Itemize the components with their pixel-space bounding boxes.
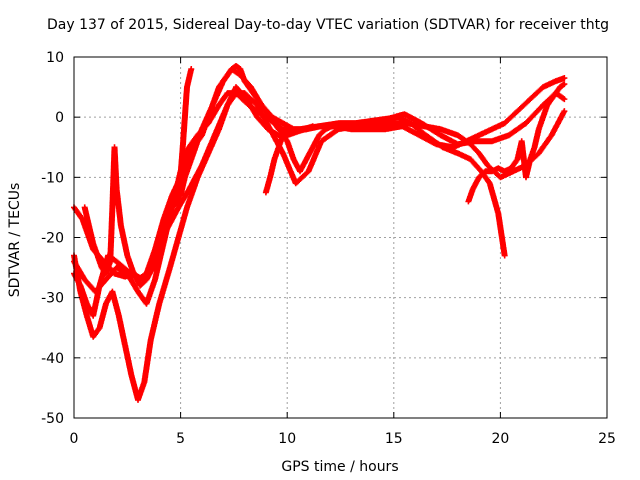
series-markers — [465, 81, 568, 205]
y-tick-label: 10 — [46, 50, 64, 66]
y-tick-label: -10 — [41, 170, 64, 186]
x-tick-label: 25 — [598, 431, 616, 447]
chart-title: Day 137 of 2015, Sidereal Day-to-day VTE… — [47, 17, 609, 33]
series-markers — [177, 63, 316, 199]
data-series-layer — [71, 63, 568, 403]
y-tick-label: -30 — [41, 291, 64, 307]
series-markers — [262, 123, 335, 196]
x-tick-label: 15 — [385, 431, 403, 447]
x-axis-label: GPS time / hours — [281, 459, 398, 475]
y-tick-label: -20 — [41, 231, 64, 247]
data-series-7 — [262, 123, 335, 196]
x-axis-ticks: 0 5 10 15 20 25 — [70, 57, 616, 447]
y-axis-label: SDTVAR / TECUs — [7, 183, 23, 298]
y-axis-ticks: -50 -40 -30 -20 -10 0 10 — [41, 50, 607, 427]
y-tick-label: -40 — [41, 351, 64, 367]
x-tick-label: 20 — [491, 431, 509, 447]
y-tick-label: 0 — [55, 110, 64, 126]
y-tick-label: -50 — [41, 411, 64, 427]
data-series-8 — [465, 81, 568, 205]
x-tick-label: 10 — [278, 431, 296, 447]
data-series-6 — [177, 63, 316, 199]
x-tick-label: 5 — [176, 431, 185, 447]
x-tick-label: 0 — [70, 431, 79, 447]
